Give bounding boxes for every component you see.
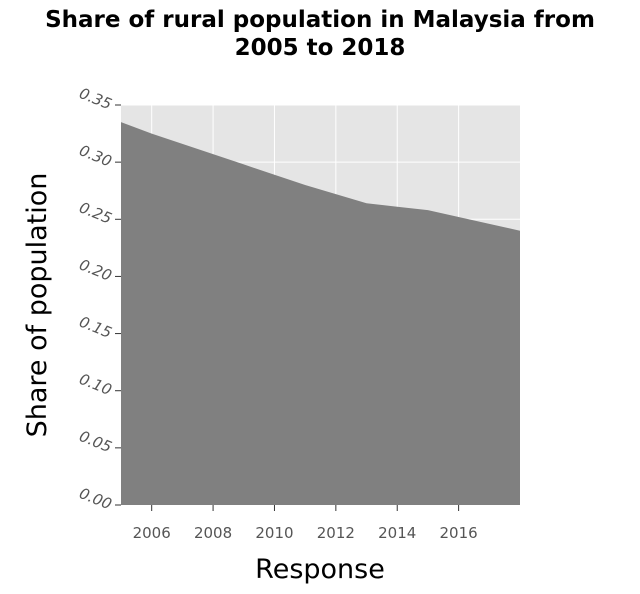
y-tick-label: 0.20 (77, 256, 115, 285)
y-tick-label: 0.35 (77, 84, 115, 113)
y-axis: 0.00 0.05 0.10 0.15 0.20 0.25 0.30 0.35 (77, 84, 121, 513)
rural-population-area (121, 122, 520, 506)
y-tick-label: 0.00 (77, 484, 115, 513)
x-tick-label: 2008 (194, 524, 232, 542)
chart-title: Share of rural population in Malaysia fr… (45, 7, 595, 61)
x-tick-label: 2016 (440, 524, 478, 542)
x-tick-label: 2014 (378, 524, 416, 542)
x-tick-label: 2010 (255, 524, 293, 542)
y-axis-label: Share of population (22, 173, 53, 438)
x-tick-label: 2012 (317, 524, 355, 542)
y-tick-label: 0.30 (77, 141, 115, 170)
y-tick-label: 0.05 (77, 427, 115, 456)
y-tick-label: 0.15 (77, 313, 115, 342)
y-tick-label: 0.25 (77, 198, 115, 227)
x-axis-label: Response (255, 554, 385, 585)
x-tick-label: 2006 (133, 524, 171, 542)
x-axis: 2006 2008 2010 2012 2014 2016 (133, 505, 478, 542)
y-tick-label: 0.10 (77, 370, 115, 399)
